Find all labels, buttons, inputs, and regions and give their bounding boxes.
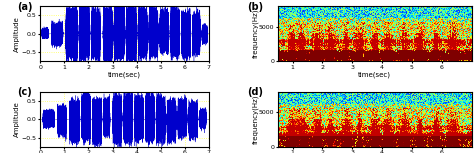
- Text: (d): (d): [247, 87, 263, 97]
- Y-axis label: Amplitude: Amplitude: [14, 101, 20, 137]
- Y-axis label: frequency(Hz): frequency(Hz): [252, 9, 259, 58]
- Y-axis label: frequency(Hz): frequency(Hz): [252, 95, 259, 144]
- Y-axis label: Amplitude: Amplitude: [14, 16, 20, 52]
- X-axis label: time(sec): time(sec): [108, 71, 141, 78]
- Text: (b): (b): [247, 2, 263, 12]
- Text: (a): (a): [17, 2, 32, 12]
- X-axis label: time(sec): time(sec): [358, 71, 391, 78]
- Text: (c): (c): [17, 87, 31, 97]
